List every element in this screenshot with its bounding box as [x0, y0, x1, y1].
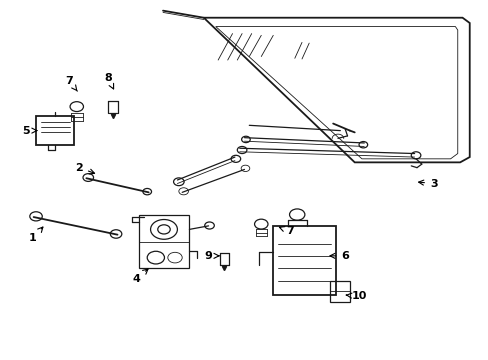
Text: 8: 8	[104, 73, 113, 89]
Text: 2: 2	[75, 163, 94, 174]
Text: 5: 5	[22, 126, 37, 136]
Text: 6: 6	[329, 251, 348, 261]
Text: 4: 4	[132, 269, 148, 284]
Text: 1: 1	[29, 227, 43, 243]
Text: 3: 3	[418, 179, 437, 189]
Text: 7: 7	[279, 226, 293, 236]
Text: 10: 10	[346, 292, 366, 301]
Text: 9: 9	[204, 251, 219, 261]
Text: 7: 7	[65, 76, 77, 91]
